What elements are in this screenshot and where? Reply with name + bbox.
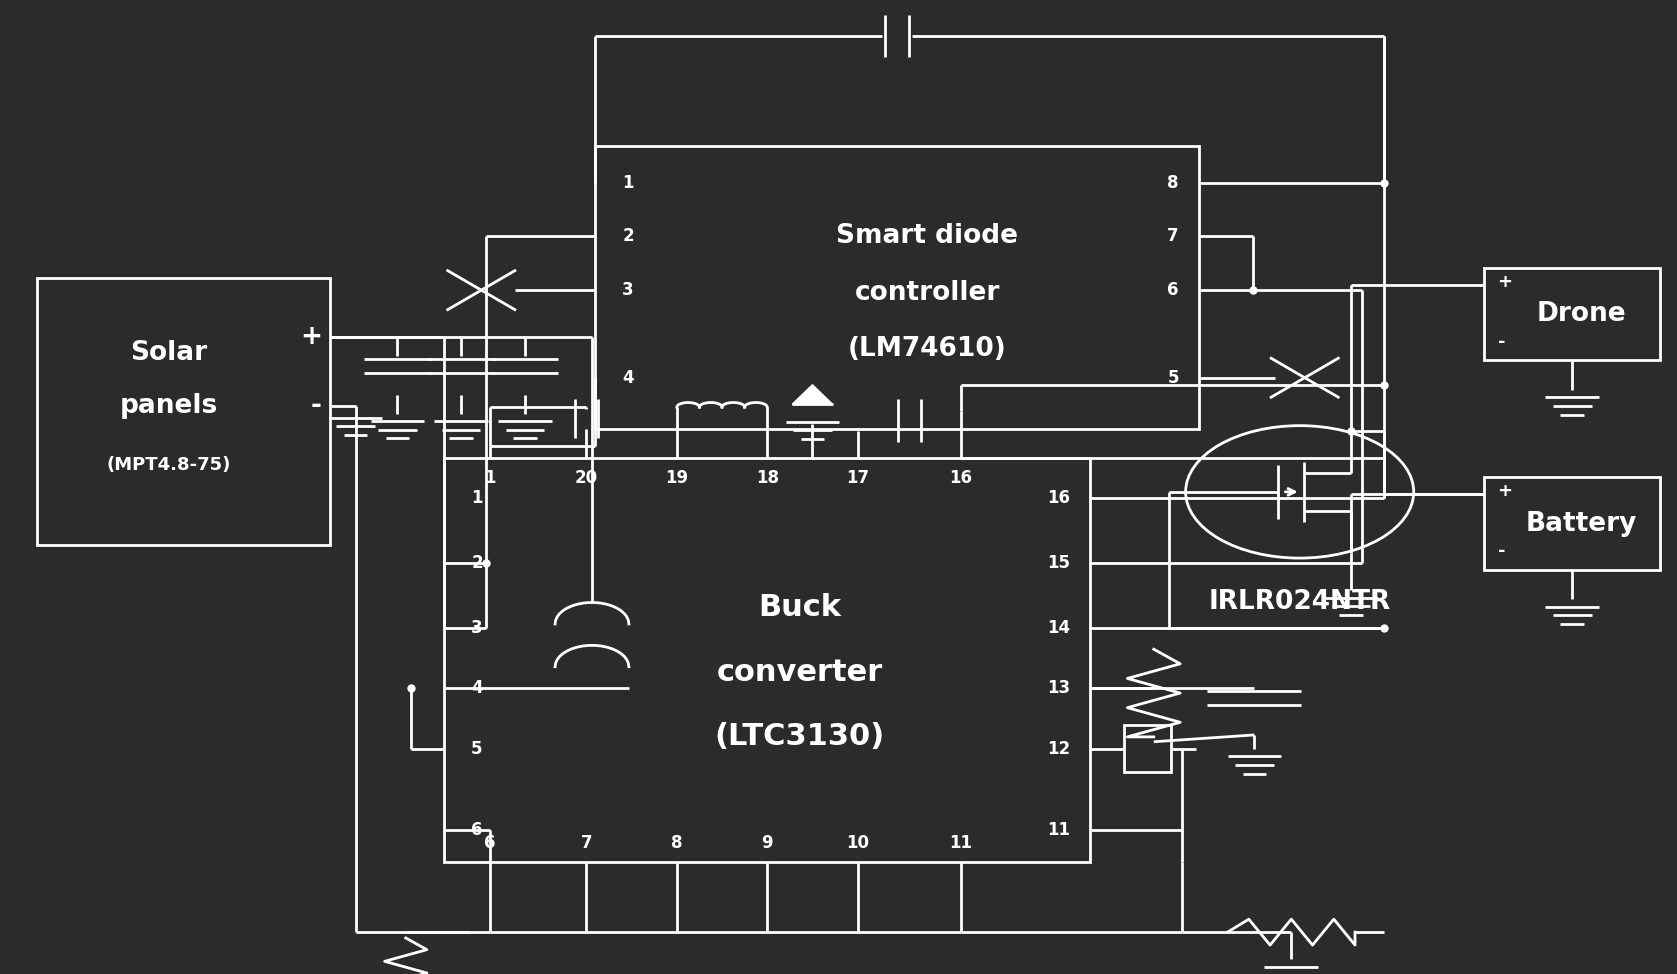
Text: -: - xyxy=(1498,543,1504,560)
Text: Drone: Drone xyxy=(1536,301,1625,327)
Text: 18: 18 xyxy=(756,469,778,487)
Text: 1: 1 xyxy=(471,489,483,507)
Text: 5: 5 xyxy=(1167,369,1179,387)
Text: Battery: Battery xyxy=(1526,510,1637,537)
Text: 8: 8 xyxy=(1167,173,1179,192)
Text: 4: 4 xyxy=(471,679,483,697)
Text: 11: 11 xyxy=(949,835,973,852)
Text: 10: 10 xyxy=(847,835,869,852)
Text: 14: 14 xyxy=(1046,618,1070,637)
Text: 1: 1 xyxy=(485,469,495,487)
Text: +: + xyxy=(1498,482,1513,500)
Text: +: + xyxy=(300,323,322,350)
Bar xyxy=(37,278,330,545)
Bar xyxy=(1484,477,1660,570)
Text: 2: 2 xyxy=(471,554,483,572)
Text: converter: converter xyxy=(716,657,882,687)
Text: (LM74610): (LM74610) xyxy=(849,336,1006,362)
Text: 2: 2 xyxy=(622,228,634,245)
Bar xyxy=(595,146,1199,429)
Text: 17: 17 xyxy=(847,469,869,487)
Text: 8: 8 xyxy=(671,835,683,852)
Text: 6: 6 xyxy=(471,821,483,839)
Text: controller: controller xyxy=(855,280,999,306)
Text: 19: 19 xyxy=(666,469,688,487)
Text: 7: 7 xyxy=(1167,228,1179,245)
Text: IRLR024NTR: IRLR024NTR xyxy=(1209,589,1390,615)
Text: +: + xyxy=(1498,273,1513,290)
Text: 20: 20 xyxy=(575,469,599,487)
Text: 12: 12 xyxy=(1046,740,1070,758)
Polygon shape xyxy=(792,385,832,404)
Bar xyxy=(1124,726,1171,772)
Text: Buck: Buck xyxy=(758,593,840,621)
Text: (MPT4.8-75): (MPT4.8-75) xyxy=(107,456,231,474)
Text: 16: 16 xyxy=(949,469,973,487)
Text: Solar: Solar xyxy=(131,340,208,365)
Text: 3: 3 xyxy=(622,281,634,299)
Text: 5: 5 xyxy=(471,740,483,758)
Text: 9: 9 xyxy=(761,835,773,852)
Bar xyxy=(1484,268,1660,360)
Text: 4: 4 xyxy=(622,369,634,387)
Text: 3: 3 xyxy=(471,618,483,637)
Text: 15: 15 xyxy=(1046,554,1070,572)
Text: 11: 11 xyxy=(1046,821,1070,839)
Text: (LTC3130): (LTC3130) xyxy=(714,722,885,751)
Text: Smart diode: Smart diode xyxy=(837,223,1018,249)
Bar xyxy=(444,458,1090,862)
Text: 13: 13 xyxy=(1046,679,1070,697)
Text: 1: 1 xyxy=(622,173,634,192)
Text: 7: 7 xyxy=(580,835,592,852)
Text: -: - xyxy=(1498,333,1504,351)
Text: 6: 6 xyxy=(1167,281,1179,299)
Text: -: - xyxy=(312,393,322,419)
Text: 16: 16 xyxy=(1046,489,1070,507)
Text: 6: 6 xyxy=(485,835,495,852)
Text: panels: panels xyxy=(119,393,218,419)
